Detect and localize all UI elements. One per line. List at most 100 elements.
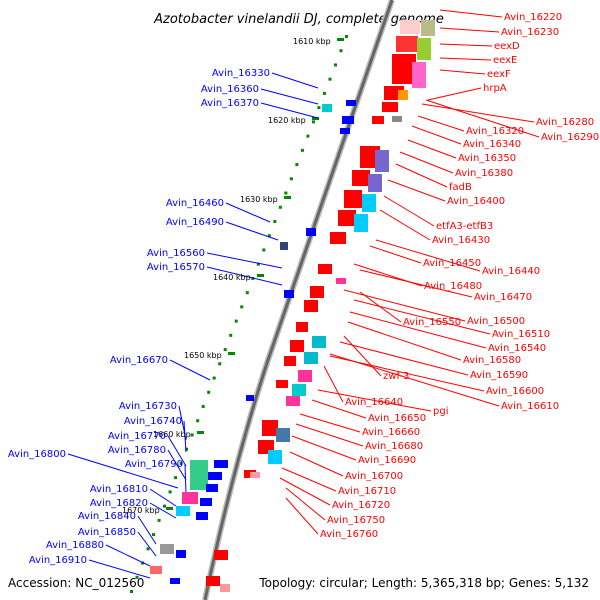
ruler-tick bbox=[190, 433, 194, 437]
kbp-tick bbox=[228, 352, 235, 355]
right-gene-label: Avin_16340 bbox=[463, 139, 521, 150]
ruler-tick bbox=[146, 547, 150, 551]
right-gene-label: Avin_16500 bbox=[467, 316, 525, 327]
ruler-tick bbox=[201, 405, 205, 408]
forward-gene bbox=[338, 210, 356, 226]
left-leader bbox=[149, 502, 177, 519]
right-leader bbox=[439, 27, 500, 33]
forward-gene bbox=[330, 232, 346, 244]
map-title: Azotobacter vinelandii DJ, complete geno… bbox=[153, 12, 444, 27]
subsystem-block bbox=[182, 492, 198, 504]
right-leader bbox=[395, 163, 448, 188]
right-gene-label: Avin_16290 bbox=[541, 132, 599, 143]
kbp-mark-label: 1640 kbp bbox=[213, 273, 251, 282]
left-leader bbox=[137, 515, 157, 545]
right-leader bbox=[427, 87, 482, 101]
right-leader bbox=[421, 103, 535, 123]
right-leader bbox=[425, 99, 540, 138]
gene-labels: 1610 kbp 1620 kbp 1630 kbp 1640 kbp 1650 kbp… bbox=[8, 12, 599, 566]
kbp-tick bbox=[312, 117, 319, 120]
forward-gene bbox=[206, 576, 220, 586]
kbp-mark-label: 1660 kbp bbox=[153, 430, 191, 439]
left-gene-label: Avin_16330 bbox=[212, 68, 270, 79]
ruler-tick bbox=[311, 120, 315, 124]
reverse-gene bbox=[196, 512, 208, 520]
left-leader bbox=[260, 88, 319, 105]
backbone-line bbox=[203, 0, 394, 600]
right-leader bbox=[291, 435, 357, 461]
ruler-tick bbox=[284, 191, 288, 195]
right-gene-label: eexE bbox=[493, 55, 517, 66]
kbp-mark-label: 1620 kbp bbox=[268, 116, 306, 125]
right-leader bbox=[439, 57, 492, 61]
ruler-tick bbox=[185, 447, 189, 451]
subsystem-block bbox=[292, 384, 306, 396]
ruler-tick bbox=[262, 248, 266, 252]
right-gene-label: Avin_16750 bbox=[327, 515, 385, 526]
subsystem-block bbox=[160, 544, 174, 554]
right-gene-label: Avin_16450 bbox=[423, 258, 481, 269]
right-leader bbox=[383, 195, 435, 227]
right-leader bbox=[439, 69, 486, 75]
left-gene-label: Avin_16780 bbox=[108, 445, 166, 456]
left-gene-label: Avin_16670 bbox=[110, 355, 168, 366]
ruler-tick bbox=[157, 518, 161, 522]
subsystem-block bbox=[276, 428, 290, 442]
left-leader bbox=[67, 453, 179, 489]
forward-gene bbox=[344, 190, 362, 208]
right-gene-label: Avin_16650 bbox=[368, 413, 426, 424]
ruler-tick bbox=[278, 205, 282, 209]
gene-block bbox=[336, 278, 346, 284]
right-leader bbox=[329, 353, 500, 407]
right-leader bbox=[387, 179, 446, 202]
backbone-layer bbox=[130, 0, 395, 600]
left-leader bbox=[184, 463, 187, 495]
right-leader bbox=[407, 139, 457, 159]
ruler-tick bbox=[234, 319, 238, 323]
subsystem-block bbox=[412, 62, 426, 88]
right-leader bbox=[295, 423, 364, 447]
kbp-tick bbox=[337, 38, 344, 41]
left-gene-label: Avin_16850 bbox=[78, 527, 136, 538]
kbp-mark-label: 1650 kbp bbox=[184, 351, 222, 360]
reverse-gene bbox=[340, 128, 350, 134]
reverse-gene bbox=[342, 116, 354, 124]
left-gene-label: Avin_16880 bbox=[46, 540, 104, 551]
right-leader bbox=[359, 269, 473, 298]
reverse-gene bbox=[284, 290, 294, 298]
left-leader bbox=[169, 359, 211, 381]
right-gene-label: pgi bbox=[433, 406, 448, 417]
right-leader bbox=[285, 497, 319, 535]
gene-block bbox=[392, 116, 402, 122]
forward-gene bbox=[214, 550, 228, 560]
right-gene-label: Avin_16220 bbox=[504, 12, 562, 23]
right-leader bbox=[353, 299, 491, 335]
left-gene-label: Avin_16360 bbox=[201, 84, 259, 95]
left-leader bbox=[167, 435, 187, 467]
left-leader bbox=[183, 420, 187, 453]
forward-gene bbox=[372, 116, 384, 124]
left-leader bbox=[225, 221, 279, 241]
ruler-tick bbox=[267, 234, 271, 238]
right-gene-label: Avin_16440 bbox=[482, 266, 540, 277]
forward-gene bbox=[262, 420, 278, 436]
right-gene-label: Avin_16700 bbox=[345, 471, 403, 482]
forward-gene bbox=[318, 264, 332, 274]
subsystem-block bbox=[268, 450, 282, 464]
right-leader bbox=[375, 239, 481, 272]
right-leader bbox=[339, 341, 469, 376]
subsystem-block bbox=[150, 566, 162, 574]
kbp-tick bbox=[284, 196, 291, 199]
right-leader bbox=[323, 365, 344, 403]
right-gene-label: Avin_16280 bbox=[536, 117, 594, 128]
subsystem-block bbox=[220, 584, 230, 592]
ruler-tick bbox=[240, 305, 244, 309]
left-leader bbox=[105, 544, 151, 567]
ruler-tick bbox=[328, 77, 332, 81]
right-leader bbox=[299, 413, 361, 433]
reverse-gene bbox=[246, 395, 254, 401]
kbp-mark-label: 1670 kbp bbox=[122, 506, 160, 515]
right-gene-label: Avin_16710 bbox=[338, 486, 396, 497]
right-leader bbox=[311, 399, 367, 419]
right-gene-label: eexD bbox=[494, 41, 520, 52]
